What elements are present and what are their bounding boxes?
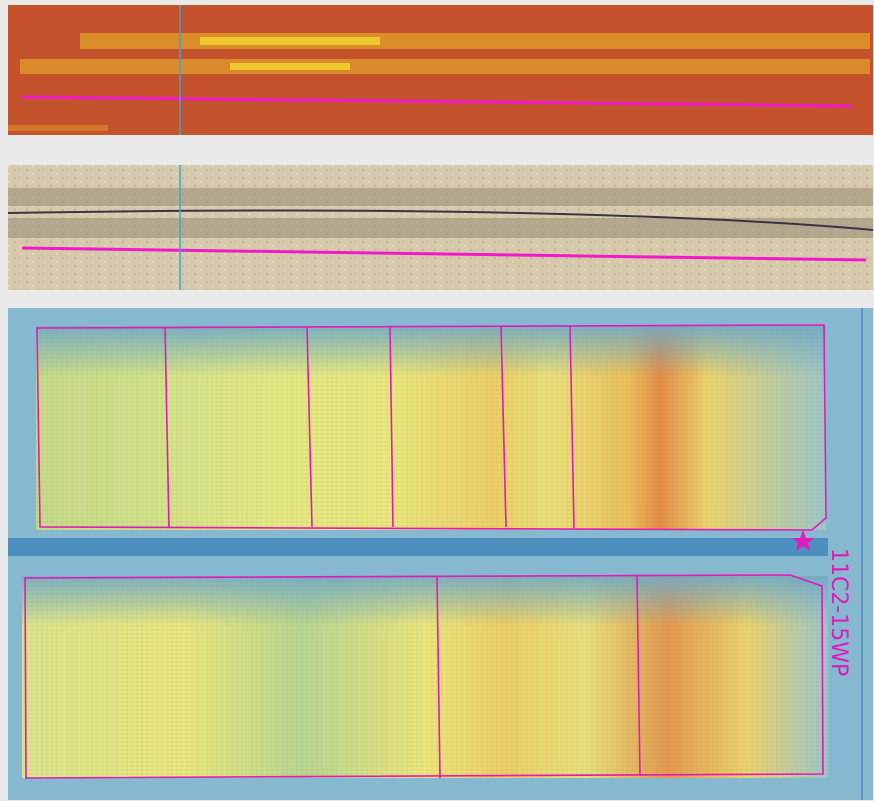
rgb-strip xyxy=(8,165,873,290)
map-label: 11C2-15WP xyxy=(826,548,851,676)
thermal-strip xyxy=(8,5,873,135)
page: 11C2-15WP (() => { const data = JSON.par… xyxy=(0,0,874,801)
imagery-composite: 11C2-15WP xyxy=(0,0,874,801)
field-map: 11C2-15WP xyxy=(8,308,873,800)
